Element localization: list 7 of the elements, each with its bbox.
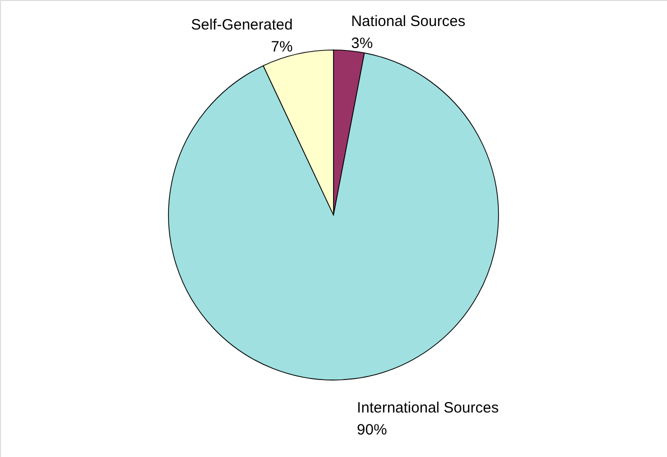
data-label: 90%	[356, 422, 387, 439]
pie-slice	[168, 52, 499, 380]
slice-label: Self-Generated	[190, 16, 293, 34]
data-label: 3%	[351, 34, 373, 52]
slice-label: International Sources	[356, 400, 499, 417]
data-label: 7%	[271, 38, 293, 56]
slice-label: National Sources	[351, 12, 466, 30]
